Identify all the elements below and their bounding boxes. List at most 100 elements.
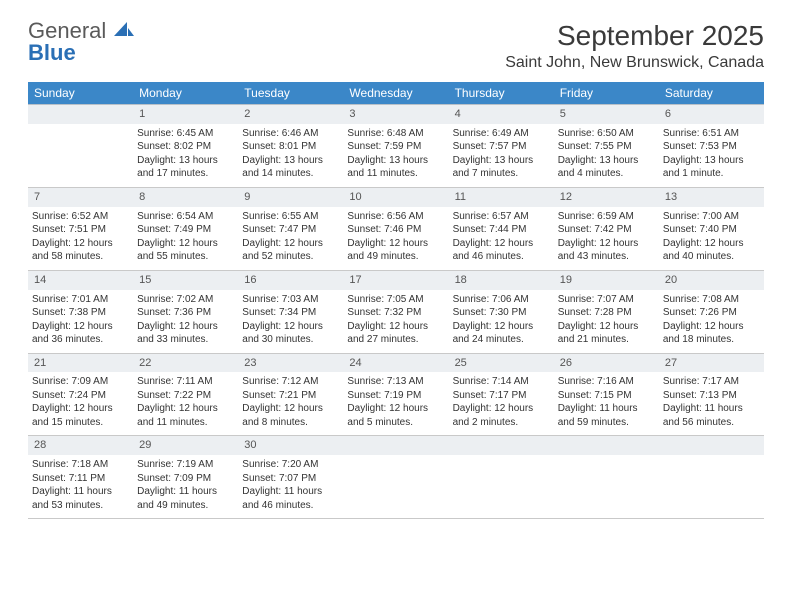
sunrise-text: Sunrise: 6:45 AM <box>137 127 234 141</box>
daynum-cell: 24 <box>343 353 448 372</box>
daynum-row: 14151617181920 <box>28 270 764 289</box>
daylight-text: Daylight: 12 hours and 36 minutes. <box>32 320 129 347</box>
day-cell: Sunrise: 7:01 AMSunset: 7:38 PMDaylight:… <box>28 290 133 354</box>
daynum-empty <box>28 105 133 124</box>
calendar-header-row: SundayMondayTuesdayWednesdayThursdayFrid… <box>28 82 764 105</box>
daynum-cell: 16 <box>238 270 343 289</box>
daynum-cell: 23 <box>238 353 343 372</box>
daynum-cell: 9 <box>238 187 343 206</box>
day-cell: Sunrise: 7:03 AMSunset: 7:34 PMDaylight:… <box>238 290 343 354</box>
daylight-text: Daylight: 11 hours and 59 minutes. <box>558 402 655 429</box>
day-cell: Sunrise: 7:20 AMSunset: 7:07 PMDaylight:… <box>238 455 343 519</box>
daylight-text: Daylight: 12 hours and 21 minutes. <box>558 320 655 347</box>
sunrise-text: Sunrise: 6:56 AM <box>347 210 444 224</box>
sunset-text: Sunset: 7:36 PM <box>137 306 234 320</box>
daylight-text: Daylight: 12 hours and 8 minutes. <box>242 402 339 429</box>
sunset-text: Sunset: 7:57 PM <box>453 140 550 154</box>
day-content-row: Sunrise: 6:52 AMSunset: 7:51 PMDaylight:… <box>28 207 764 271</box>
sunset-text: Sunset: 7:11 PM <box>32 472 129 486</box>
day-cell: Sunrise: 7:12 AMSunset: 7:21 PMDaylight:… <box>238 372 343 436</box>
daylight-text: Daylight: 13 hours and 7 minutes. <box>453 154 550 181</box>
sunset-text: Sunset: 7:44 PM <box>453 223 550 237</box>
daylight-text: Daylight: 12 hours and 5 minutes. <box>347 402 444 429</box>
day-content-row: Sunrise: 7:01 AMSunset: 7:38 PMDaylight:… <box>28 290 764 354</box>
daynum-empty <box>449 436 554 455</box>
sunrise-text: Sunrise: 7:03 AM <box>242 293 339 307</box>
daylight-text: Daylight: 12 hours and 18 minutes. <box>663 320 760 347</box>
month-title: September 2025 <box>505 20 764 52</box>
sunrise-text: Sunrise: 6:54 AM <box>137 210 234 224</box>
sunset-text: Sunset: 8:01 PM <box>242 140 339 154</box>
brand-blue: Blue <box>28 40 76 65</box>
day-cell: Sunrise: 6:54 AMSunset: 7:49 PMDaylight:… <box>133 207 238 271</box>
daynum-cell: 17 <box>343 270 448 289</box>
sunset-text: Sunset: 7:17 PM <box>453 389 550 403</box>
daylight-text: Daylight: 13 hours and 17 minutes. <box>137 154 234 181</box>
daynum-empty <box>343 436 448 455</box>
calendar-table: SundayMondayTuesdayWednesdayThursdayFrid… <box>28 82 764 519</box>
sunrise-text: Sunrise: 7:06 AM <box>453 293 550 307</box>
day-cell: Sunrise: 6:56 AMSunset: 7:46 PMDaylight:… <box>343 207 448 271</box>
daynum-cell: 29 <box>133 436 238 455</box>
daynum-cell: 7 <box>28 187 133 206</box>
day-cell-empty <box>449 455 554 519</box>
daylight-text: Daylight: 12 hours and 55 minutes. <box>137 237 234 264</box>
daylight-text: Daylight: 11 hours and 46 minutes. <box>242 485 339 512</box>
sunset-text: Sunset: 7:22 PM <box>137 389 234 403</box>
daynum-cell: 18 <box>449 270 554 289</box>
daylight-text: Daylight: 12 hours and 40 minutes. <box>663 237 760 264</box>
daylight-text: Daylight: 11 hours and 49 minutes. <box>137 485 234 512</box>
day-cell: Sunrise: 7:09 AMSunset: 7:24 PMDaylight:… <box>28 372 133 436</box>
day-cell: Sunrise: 7:18 AMSunset: 7:11 PMDaylight:… <box>28 455 133 519</box>
daylight-text: Daylight: 12 hours and 11 minutes. <box>137 402 234 429</box>
sunrise-text: Sunrise: 7:16 AM <box>558 375 655 389</box>
sunset-text: Sunset: 7:07 PM <box>242 472 339 486</box>
sunset-text: Sunset: 7:24 PM <box>32 389 129 403</box>
daynum-cell: 21 <box>28 353 133 372</box>
sunset-text: Sunset: 7:19 PM <box>347 389 444 403</box>
day-cell: Sunrise: 7:14 AMSunset: 7:17 PMDaylight:… <box>449 372 554 436</box>
sunrise-text: Sunrise: 7:12 AM <box>242 375 339 389</box>
sunset-text: Sunset: 7:51 PM <box>32 223 129 237</box>
weekday-header: Wednesday <box>343 82 448 105</box>
daynum-cell: 20 <box>659 270 764 289</box>
sunset-text: Sunset: 7:55 PM <box>558 140 655 154</box>
day-cell: Sunrise: 7:08 AMSunset: 7:26 PMDaylight:… <box>659 290 764 354</box>
daynum-cell: 1 <box>133 105 238 124</box>
sunrise-text: Sunrise: 7:07 AM <box>558 293 655 307</box>
day-cell: Sunrise: 6:46 AMSunset: 8:01 PMDaylight:… <box>238 124 343 188</box>
day-cell-empty <box>554 455 659 519</box>
daylight-text: Daylight: 12 hours and 43 minutes. <box>558 237 655 264</box>
daynum-cell: 28 <box>28 436 133 455</box>
sunrise-text: Sunrise: 6:59 AM <box>558 210 655 224</box>
sunrise-text: Sunrise: 7:19 AM <box>137 458 234 472</box>
day-cell: Sunrise: 7:13 AMSunset: 7:19 PMDaylight:… <box>343 372 448 436</box>
day-cell: Sunrise: 7:19 AMSunset: 7:09 PMDaylight:… <box>133 455 238 519</box>
sunrise-text: Sunrise: 6:57 AM <box>453 210 550 224</box>
daynum-row: 78910111213 <box>28 187 764 206</box>
daylight-text: Daylight: 12 hours and 49 minutes. <box>347 237 444 264</box>
daynum-row: 21222324252627 <box>28 353 764 372</box>
daynum-empty <box>659 436 764 455</box>
sunset-text: Sunset: 7:47 PM <box>242 223 339 237</box>
sunset-text: Sunset: 7:49 PM <box>137 223 234 237</box>
sunset-text: Sunset: 7:59 PM <box>347 140 444 154</box>
daynum-cell: 25 <box>449 353 554 372</box>
sunrise-text: Sunrise: 7:09 AM <box>32 375 129 389</box>
daynum-cell: 22 <box>133 353 238 372</box>
daylight-text: Daylight: 11 hours and 56 minutes. <box>663 402 760 429</box>
sunset-text: Sunset: 7:42 PM <box>558 223 655 237</box>
daynum-cell: 3 <box>343 105 448 124</box>
day-cell: Sunrise: 7:02 AMSunset: 7:36 PMDaylight:… <box>133 290 238 354</box>
day-cell: Sunrise: 7:05 AMSunset: 7:32 PMDaylight:… <box>343 290 448 354</box>
brand-logo: General Blue <box>28 20 134 64</box>
sunrise-text: Sunrise: 7:17 AM <box>663 375 760 389</box>
daynum-cell: 30 <box>238 436 343 455</box>
day-cell: Sunrise: 6:45 AMSunset: 8:02 PMDaylight:… <box>133 124 238 188</box>
day-cell: Sunrise: 7:11 AMSunset: 7:22 PMDaylight:… <box>133 372 238 436</box>
daynum-row: 123456 <box>28 105 764 124</box>
day-cell: Sunrise: 6:51 AMSunset: 7:53 PMDaylight:… <box>659 124 764 188</box>
daynum-cell: 6 <box>659 105 764 124</box>
day-cell: Sunrise: 6:59 AMSunset: 7:42 PMDaylight:… <box>554 207 659 271</box>
daylight-text: Daylight: 12 hours and 2 minutes. <box>453 402 550 429</box>
